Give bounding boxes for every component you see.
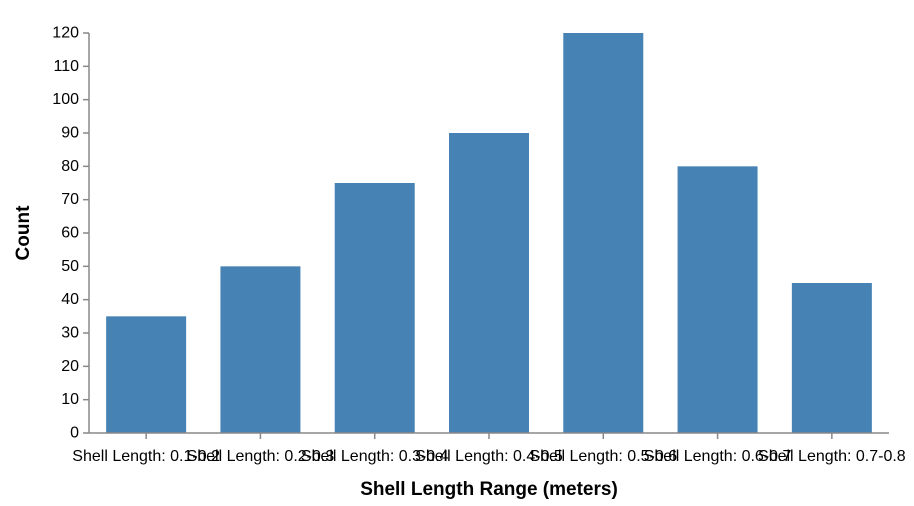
y-tick-label: 10: [61, 391, 79, 408]
bar-2: [220, 266, 301, 433]
x-tick-label: Shell Length: 0.4-0.5: [415, 448, 563, 465]
y-tick-label: 120: [52, 25, 79, 42]
y-axis-title: Count: [13, 205, 34, 261]
y-tick-label: 70: [61, 191, 79, 208]
y-tick-label: 90: [61, 125, 79, 142]
y-axis: 0 10 20 30 40 50 60 70 80 90 100 110 120: [52, 25, 90, 442]
bar-1: [106, 316, 187, 433]
y-tick-label: 0: [70, 425, 79, 442]
x-axis-title: Shell Length Range (meters): [360, 479, 618, 500]
x-tick-label: Shell Length: 0.6-0.7: [644, 448, 792, 465]
y-tick-label: 40: [61, 291, 79, 308]
y-tick-label: 20: [61, 358, 79, 375]
bars-group: [106, 33, 872, 434]
bar-7: [791, 283, 872, 433]
bar-3: [334, 183, 415, 433]
y-tick-label: 100: [52, 91, 79, 108]
y-tick-label: 80: [61, 158, 79, 175]
y-tick-label: 60: [61, 225, 79, 242]
bar-4: [449, 133, 529, 433]
x-tick-label: Shell Length: 0.7-0.8: [758, 448, 906, 465]
x-tick-label: Shell Length: 0.2-0.3: [187, 448, 335, 465]
x-tick-label: Shell Length: 0.3-0.4: [301, 448, 449, 465]
x-tick-label: Shell Length: 0.1-0.2: [72, 448, 220, 465]
bar-6: [677, 166, 758, 434]
y-tick-label: 30: [61, 325, 79, 342]
bar-5: [563, 33, 644, 433]
y-tick-label: 50: [61, 258, 79, 275]
x-tick-label: Shell Length: 0.5-0.6: [529, 448, 677, 465]
y-tick-label: 110: [53, 58, 79, 75]
